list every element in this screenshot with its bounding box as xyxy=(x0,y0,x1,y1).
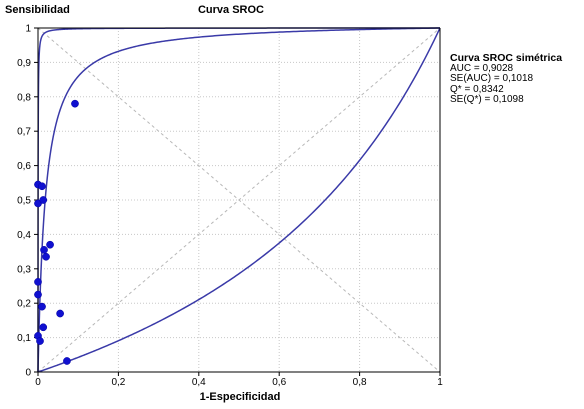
data-point xyxy=(46,240,54,249)
x-tick-label: 0,4 xyxy=(192,377,206,388)
sroc-curve xyxy=(37,27,441,373)
y-axis-label: Sensibilidad xyxy=(5,4,70,16)
chart-title: Curva SROC xyxy=(198,4,264,16)
data-point xyxy=(34,278,42,286)
y-tick-label: 0,5 xyxy=(17,196,31,207)
data-point xyxy=(71,99,79,108)
x-axis-label: 1-Especificidad xyxy=(200,391,281,403)
legend-auc: AUC = 0,9028 xyxy=(450,62,514,74)
y-tick-label: 0,7 xyxy=(17,127,31,138)
y-tick-label: 0,1 xyxy=(17,333,31,344)
data-point xyxy=(38,182,46,191)
data-point xyxy=(42,252,50,261)
data-point xyxy=(38,302,46,311)
legend-q-star: Q* = 0,8342 xyxy=(450,83,504,95)
data-point xyxy=(63,357,71,365)
data-point xyxy=(39,323,48,332)
y-tick-label: 0 xyxy=(25,368,31,379)
x-tick-label: 0 xyxy=(35,377,41,388)
anti-diagonal-reference-line xyxy=(37,27,441,373)
y-tick-label: 0,3 xyxy=(17,264,31,275)
y-tick-label: 0,2 xyxy=(17,299,31,310)
x-tick-label: 0,2 xyxy=(111,377,125,388)
data-point xyxy=(40,246,48,254)
y-tick-label: 0,9 xyxy=(17,58,31,69)
y-tick-label: 1 xyxy=(25,24,31,35)
legend-se-q-star: SE(Q*) = 0,1098 xyxy=(450,94,524,105)
y-tick-label: 0,6 xyxy=(17,161,31,172)
data-point xyxy=(56,309,64,318)
y-tick-label: 0,8 xyxy=(17,92,31,103)
legend-title: Curva SROC simétrica xyxy=(450,52,563,64)
x-tick-label: 0,8 xyxy=(353,377,367,388)
data-point xyxy=(34,290,42,299)
x-tick-label: 1 xyxy=(437,377,443,388)
data-point xyxy=(36,337,44,345)
data-point xyxy=(39,196,48,204)
x-tick-label: 0,6 xyxy=(272,377,286,388)
plot-area: 0 0,2 0,4 0,6 0,8 1 0 0,1 0,2 0,3 0,4 0,5 0,6 0,7 0,8 0… xyxy=(17,24,443,389)
legend: Curva SROC simétrica AUC = 0,9028 SE(AUC… xyxy=(450,53,562,106)
legend-se-auc: SE(AUC) = 0,1018 xyxy=(450,73,534,84)
y-tick-label: 0,4 xyxy=(17,230,31,241)
